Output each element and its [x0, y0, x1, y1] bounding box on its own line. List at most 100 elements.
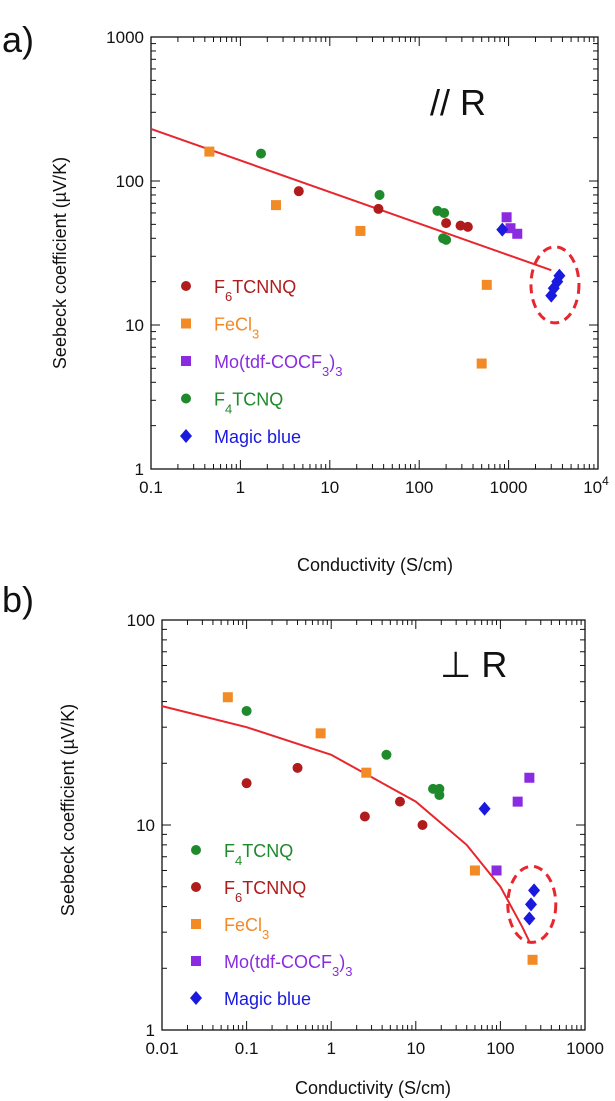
legend-subscript: 6	[235, 890, 242, 905]
legend-text: )	[339, 952, 345, 972]
x-tick-label: 1000	[490, 478, 528, 497]
legend-label: F4TCNQ	[214, 390, 283, 417]
legend-marker	[191, 845, 201, 855]
data-point-square	[512, 228, 523, 239]
legend-text: F	[224, 878, 235, 898]
x-tick-label: 104	[583, 474, 609, 497]
y-tick-label: 100	[116, 172, 144, 191]
legend-text: Magic blue	[224, 989, 311, 1009]
legend-subscript: 4	[225, 402, 232, 417]
data-point-circle	[434, 783, 445, 794]
data-point-square	[204, 146, 215, 157]
legend-label: Mo(tdf-COCF3)3	[224, 952, 352, 979]
panel-b-x-axis-label: Conductivity (S/cm)	[295, 1078, 451, 1098]
data-point-circle	[241, 705, 252, 716]
panel-a-label: a)	[2, 19, 34, 60]
data-point-square	[469, 865, 480, 876]
fit-curve	[161, 705, 531, 943]
y-tick-label: 100	[127, 611, 155, 630]
legend-label: F6TCNNQ	[214, 277, 296, 304]
panel-b-y-axis-label: Seebeck coefficient (µV/K)	[58, 704, 78, 916]
data-point-square	[505, 223, 516, 234]
legend-label: F6TCNNQ	[224, 878, 306, 905]
legend-text: )	[329, 352, 335, 372]
x-tick-label: 1000	[566, 1039, 604, 1058]
data-point-circle	[256, 148, 267, 159]
legend-text: TCNQ	[232, 390, 283, 410]
legend-label: FeCl3	[224, 915, 269, 942]
data-point-circle	[462, 221, 473, 232]
legend-marker	[180, 429, 192, 443]
data-point-circle	[441, 218, 452, 229]
legend-label: Magic blue	[214, 427, 301, 447]
data-point-square	[491, 865, 502, 876]
data-point-circle	[374, 189, 385, 200]
data-point-diamond	[553, 268, 566, 283]
x-tick-label: 1	[326, 1039, 335, 1058]
panel-a: a) // R Conductivity (S/cm) Seebeck coef…	[2, 19, 609, 575]
panel-b-orientation-label: ⊥ R	[440, 644, 507, 685]
data-point-diamond	[496, 222, 509, 237]
data-point-square	[501, 212, 512, 223]
legend-text: Mo(tdf-COCF	[224, 952, 332, 972]
panel-a-y-axis-label: Seebeck coefficient (µV/K)	[50, 157, 70, 369]
plot-frame	[150, 36, 599, 470]
legend-text: F	[214, 277, 225, 297]
data-point-square	[481, 279, 492, 290]
panel-a-orientation-label: // R	[430, 82, 486, 123]
data-point-circle	[381, 749, 392, 760]
data-point-diamond	[525, 897, 538, 912]
x-tick-label: 100	[486, 1039, 514, 1058]
legend-text: TCNNQ	[242, 878, 306, 898]
data-point-circle	[292, 762, 303, 773]
data-point-circle	[241, 778, 252, 789]
legend-subscript: 3	[252, 327, 259, 342]
legend-label: Mo(tdf-COCF3)3	[214, 352, 342, 379]
legend-label: FeCl3	[214, 315, 259, 342]
legend-label: Magic blue	[224, 989, 311, 1009]
data-point-circle	[439, 207, 450, 218]
y-tick-label: 1000	[106, 28, 144, 47]
panel-b: b) ⊥ R Conductivity (S/cm) Seebeck coeff…	[2, 579, 604, 1098]
data-point-circle	[373, 203, 384, 214]
legend-subscript: 3	[322, 364, 329, 379]
legend-subscript: 3	[332, 964, 339, 979]
legend-subscript: 4	[235, 853, 242, 868]
legend-subscript: 3	[335, 364, 342, 379]
x-tick-label: 10	[320, 478, 339, 497]
legend-text: Mo(tdf-COCF	[214, 352, 322, 372]
data-point-diamond	[478, 801, 491, 816]
panel-a-x-axis-label: Conductivity (S/cm)	[297, 555, 453, 575]
legend-text: FeCl	[214, 315, 252, 335]
y-tick-label: 10	[136, 816, 155, 835]
x-tick-label: 0.1	[235, 1039, 259, 1058]
legend-marker	[181, 281, 191, 291]
legend-marker	[190, 991, 202, 1005]
legend-subscript: 3	[262, 927, 269, 942]
legend-text: TCNNQ	[232, 277, 296, 297]
fit-curve	[150, 127, 552, 272]
x-tick-label: 1	[236, 478, 245, 497]
data-point-circle	[359, 811, 370, 822]
legend-marker	[181, 318, 191, 329]
legend-marker	[181, 356, 191, 366]
legend-text: F	[214, 390, 225, 410]
data-point-circle	[394, 796, 405, 807]
legend-marker	[191, 919, 201, 929]
legend-text: Magic blue	[214, 427, 301, 447]
highlight-ellipse	[529, 245, 581, 325]
x-tick-label: 0.01	[145, 1039, 178, 1058]
data-point-circle	[417, 820, 428, 830]
data-point-square	[527, 954, 538, 965]
data-point-diamond	[528, 883, 541, 898]
y-tick-label: 1	[135, 460, 144, 479]
y-tick-label: 1	[146, 1021, 155, 1040]
data-point-square	[361, 767, 372, 778]
y-tick-label: 10	[125, 316, 144, 335]
legend-text: TCNQ	[242, 841, 293, 861]
legend-marker	[191, 882, 201, 892]
legend-subscript: 3	[345, 964, 352, 979]
highlight-ellipse	[506, 864, 558, 944]
legend-label: F4TCNQ	[224, 841, 293, 868]
